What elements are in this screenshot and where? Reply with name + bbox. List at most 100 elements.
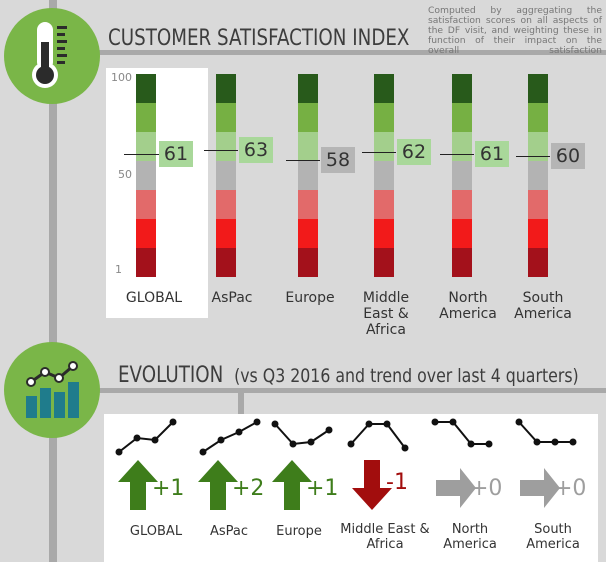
csi-bar-segment [374, 161, 394, 190]
csi-bar-3 [374, 74, 394, 277]
csi-value-badge: 61 [475, 141, 509, 167]
trend-sparkline-0 [115, 418, 177, 456]
csi-marker-line [204, 150, 238, 151]
trend-point [217, 436, 225, 444]
csi-bar-segment [136, 161, 156, 190]
csi-bar-segment [216, 190, 236, 219]
csi-bar-segment [374, 103, 394, 132]
trend-point [449, 418, 457, 426]
csi-marker-line [440, 154, 474, 155]
csi-bar-segment [374, 132, 394, 161]
csi-bar-segment [298, 248, 318, 277]
trend-point [115, 448, 123, 456]
trend-point [467, 440, 475, 448]
csi-bar-segment [298, 74, 318, 103]
csi-value-badge: 58 [321, 147, 355, 173]
trend-sparkline-4 [431, 418, 493, 448]
csi-region-label: AsPac [211, 290, 253, 306]
trend-point [199, 448, 207, 456]
evolution-region-label: GLOBAL [129, 524, 183, 539]
csi-bar-4 [452, 74, 472, 277]
trend-point [515, 418, 523, 426]
csi-bar-segment [528, 132, 548, 161]
trend-sparkline-2 [271, 420, 333, 448]
trend-point [569, 438, 577, 446]
csi-icon-circle [4, 8, 100, 104]
scale-tick-50: 50 [118, 168, 132, 181]
trend-point [533, 438, 541, 446]
csi-bar-segment [374, 74, 394, 103]
evolution-region-label: Europe [276, 524, 322, 539]
csi-region-label: South America [514, 290, 572, 322]
csi-header-pipe [88, 50, 606, 55]
csi-value-badge: 62 [397, 139, 431, 165]
csi-bar-segment [452, 248, 472, 277]
evolution-title: EVOLUTION (vs Q3 2016 and trend over las… [118, 363, 579, 388]
csi-value-badge: 63 [239, 137, 273, 163]
csi-bar-segment [136, 132, 156, 161]
global-panel [106, 68, 208, 318]
trend-point [271, 420, 279, 428]
csi-marker-line [516, 156, 550, 157]
evolution-delta: +1 [152, 476, 185, 501]
trend-point [401, 444, 409, 452]
csi-bar-1 [216, 74, 236, 277]
trend-sparkline-5 [515, 418, 577, 446]
arrow-right-icon [520, 468, 560, 508]
trend-point [347, 440, 355, 448]
trend-point [551, 438, 559, 446]
csi-bar-segment [136, 248, 156, 277]
thermometer-icon [32, 22, 67, 88]
trend-point [253, 418, 261, 426]
csi-value-badge: 60 [551, 143, 585, 169]
evolution-delta: +0 [470, 476, 503, 501]
trend-point [383, 420, 391, 428]
arrow-up-icon [272, 460, 312, 510]
evolution-drop-pipe [238, 388, 244, 414]
csi-bar-segment [298, 132, 318, 161]
arrow-down-icon [352, 460, 392, 510]
scale-tick-100: 100 [111, 71, 132, 84]
csi-bar-segment [452, 219, 472, 248]
evolution-region-label: AsPac [209, 524, 249, 539]
csi-bar-segment [528, 219, 548, 248]
csi-bar-segment [136, 103, 156, 132]
csi-bar-segment [298, 219, 318, 248]
evolution-subtitle: (vs Q3 2016 and trend over last 4 quarte… [234, 365, 579, 387]
scale-tick-1: 1 [115, 263, 122, 276]
csi-bar-2 [298, 74, 318, 277]
csi-bar-segment [298, 103, 318, 132]
trend-sparkline-1 [199, 418, 261, 456]
csi-marker-line [286, 160, 320, 161]
trend-point [325, 426, 333, 434]
csi-bar-segment [374, 248, 394, 277]
csi-bar-segment [452, 161, 472, 190]
evolution-header-pipe [88, 388, 606, 393]
evolution-region-label: North America [443, 522, 497, 552]
csi-bar-segment [528, 190, 548, 219]
csi-bar-0 [136, 74, 156, 277]
csi-bar-segment [452, 103, 472, 132]
trend-point [169, 418, 177, 426]
evolution-delta: +2 [232, 476, 265, 501]
csi-bar-segment [298, 161, 318, 190]
csi-bar-segment [528, 74, 548, 103]
trend-point [485, 440, 493, 448]
csi-marker-line [362, 152, 396, 153]
csi-bar-segment [452, 74, 472, 103]
csi-method-note: Computed by aggregating the satisfaction… [428, 5, 602, 56]
trend-point [235, 428, 243, 436]
evolution-region-label: Middle East & Africa [340, 522, 430, 552]
trend-point [431, 418, 439, 426]
csi-bar-segment [528, 161, 548, 190]
csi-region-label: North America [439, 290, 497, 322]
evolution-icon-circle [4, 342, 100, 438]
csi-bar-segment [216, 132, 236, 161]
csi-marker-line [124, 154, 162, 155]
trend-point [365, 420, 373, 428]
trend-point [289, 440, 297, 448]
trend-point [307, 438, 315, 446]
trend-point [133, 434, 141, 442]
evolution-delta: +1 [306, 476, 339, 501]
bar-chart-trend-icon [26, 361, 79, 418]
